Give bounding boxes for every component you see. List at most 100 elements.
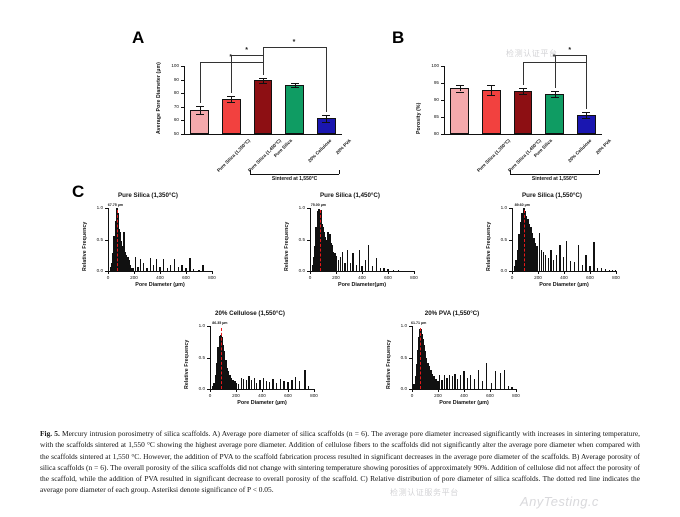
x-tick (108, 271, 109, 274)
hist-bar (392, 269, 394, 271)
sig-vline-right (326, 47, 328, 112)
x-tick (336, 271, 337, 274)
hist-bar (225, 367, 228, 389)
hist-bar (414, 376, 417, 389)
y-tick-label: 0.5 (500, 236, 507, 242)
hist-bar (198, 269, 200, 271)
y-tick-label: 1.0 (500, 205, 507, 210)
mean-pore-diameter-label: 61.71 µm (411, 321, 427, 325)
y-tick-label: 0.5 (96, 236, 103, 242)
y-tick-label: 100 (171, 63, 179, 68)
hist-bar (275, 382, 277, 389)
hist-bar (446, 377, 448, 389)
hist-bar (109, 267, 112, 271)
error-bar-1 (491, 84, 493, 95)
hist-bar (552, 259, 555, 271)
sig-vline-left (199, 62, 201, 104)
hist-bar (256, 382, 258, 389)
bar-3 (545, 93, 565, 134)
hist-bar (451, 376, 453, 389)
histogram-title: Pure Silica (1,450°C) (320, 192, 380, 199)
hist-bar (166, 268, 168, 271)
brace-vline-left (249, 170, 251, 174)
hist-bar (349, 263, 351, 271)
error-cap-top-3 (290, 83, 299, 85)
mean-pore-diameter-line (221, 328, 223, 389)
hist-bar (217, 347, 220, 389)
x-tick (512, 271, 513, 274)
hist-bar (614, 270, 616, 271)
error-cap-top-2 (259, 77, 267, 79)
panel-c-letter: C (72, 182, 85, 201)
hist-bar (532, 238, 535, 271)
hist-bar (608, 269, 611, 271)
y-axis-line (108, 208, 109, 271)
hist-bar (169, 265, 172, 271)
y-tick-label: 1.0 (298, 205, 305, 210)
hist-bar (177, 267, 179, 271)
x-tick (564, 271, 565, 274)
figure-caption-text: Mercury intrusion porosimetry of silica … (40, 429, 640, 495)
hist-bar (473, 378, 476, 389)
hist-bar (523, 211, 527, 271)
hist-bar (449, 375, 451, 389)
bar-0 (190, 110, 210, 134)
hist-bar (327, 231, 330, 271)
sintered-group-label: Sintered at 1,550°C (271, 176, 318, 182)
hist-bar (387, 269, 389, 271)
hist-bar (534, 242, 537, 271)
hist-bar (515, 259, 518, 271)
y-axis-line (444, 66, 445, 134)
x-tick-label: 0 (308, 275, 312, 280)
hist-bar (315, 226, 318, 271)
hist-bar (231, 380, 234, 389)
hist-bar (333, 253, 336, 271)
hist-bar (495, 371, 497, 389)
hist-bar (513, 265, 516, 271)
histogram-title: 20% Cellulose (1,550°C) (215, 310, 285, 317)
y-tick (207, 326, 210, 327)
error-cap-bottom-3 (290, 86, 299, 88)
bar-0 (450, 88, 470, 134)
sig-vline-left (263, 47, 264, 75)
error-bar-4 (326, 114, 328, 122)
hist-bar (331, 244, 334, 271)
y-axis-line (412, 326, 413, 389)
hist-bar (438, 375, 441, 389)
hist-bar (397, 269, 400, 271)
x-axis-title: Pore Diameter (µm) (237, 400, 287, 406)
hist-bar (454, 373, 456, 389)
histogram-pure-silica-1450: Pure Silica (1,450°C) 0.0 0.5 1.0 0 200 400 600… (280, 192, 420, 297)
histogram-title: Pure Silica (1,550°C) (522, 192, 582, 199)
hist-bar (287, 382, 289, 389)
hist-bar (499, 372, 502, 389)
hist-bar (585, 254, 587, 271)
x-tick-label: 200 (332, 275, 340, 280)
hist-bar (559, 244, 561, 271)
hist-bar (230, 377, 233, 389)
hist-bar (236, 382, 238, 389)
hist-bar (248, 376, 250, 389)
hist-bar (466, 377, 468, 389)
x-tick (490, 389, 491, 392)
y-tick (441, 83, 444, 84)
hist-bar (223, 351, 226, 389)
hist-bar (162, 259, 164, 271)
sintered-group-brace (150, 40, 350, 190)
hist-bar (516, 249, 519, 271)
histogram-bars (482, 192, 622, 297)
hist-bar (304, 370, 306, 389)
hist-bar (527, 224, 530, 271)
hist-bar (130, 267, 133, 271)
x-tick (134, 271, 135, 274)
hist-bar (126, 257, 129, 271)
hist-bar (213, 382, 216, 389)
x-tick (288, 389, 289, 392)
hist-bar (456, 378, 459, 389)
hist-bar (443, 375, 446, 389)
hist-bar (577, 244, 579, 271)
y-tick (307, 239, 310, 241)
hist-bar (477, 370, 479, 389)
hist-bar (364, 259, 366, 271)
x-tick-label: 800 (208, 275, 216, 280)
